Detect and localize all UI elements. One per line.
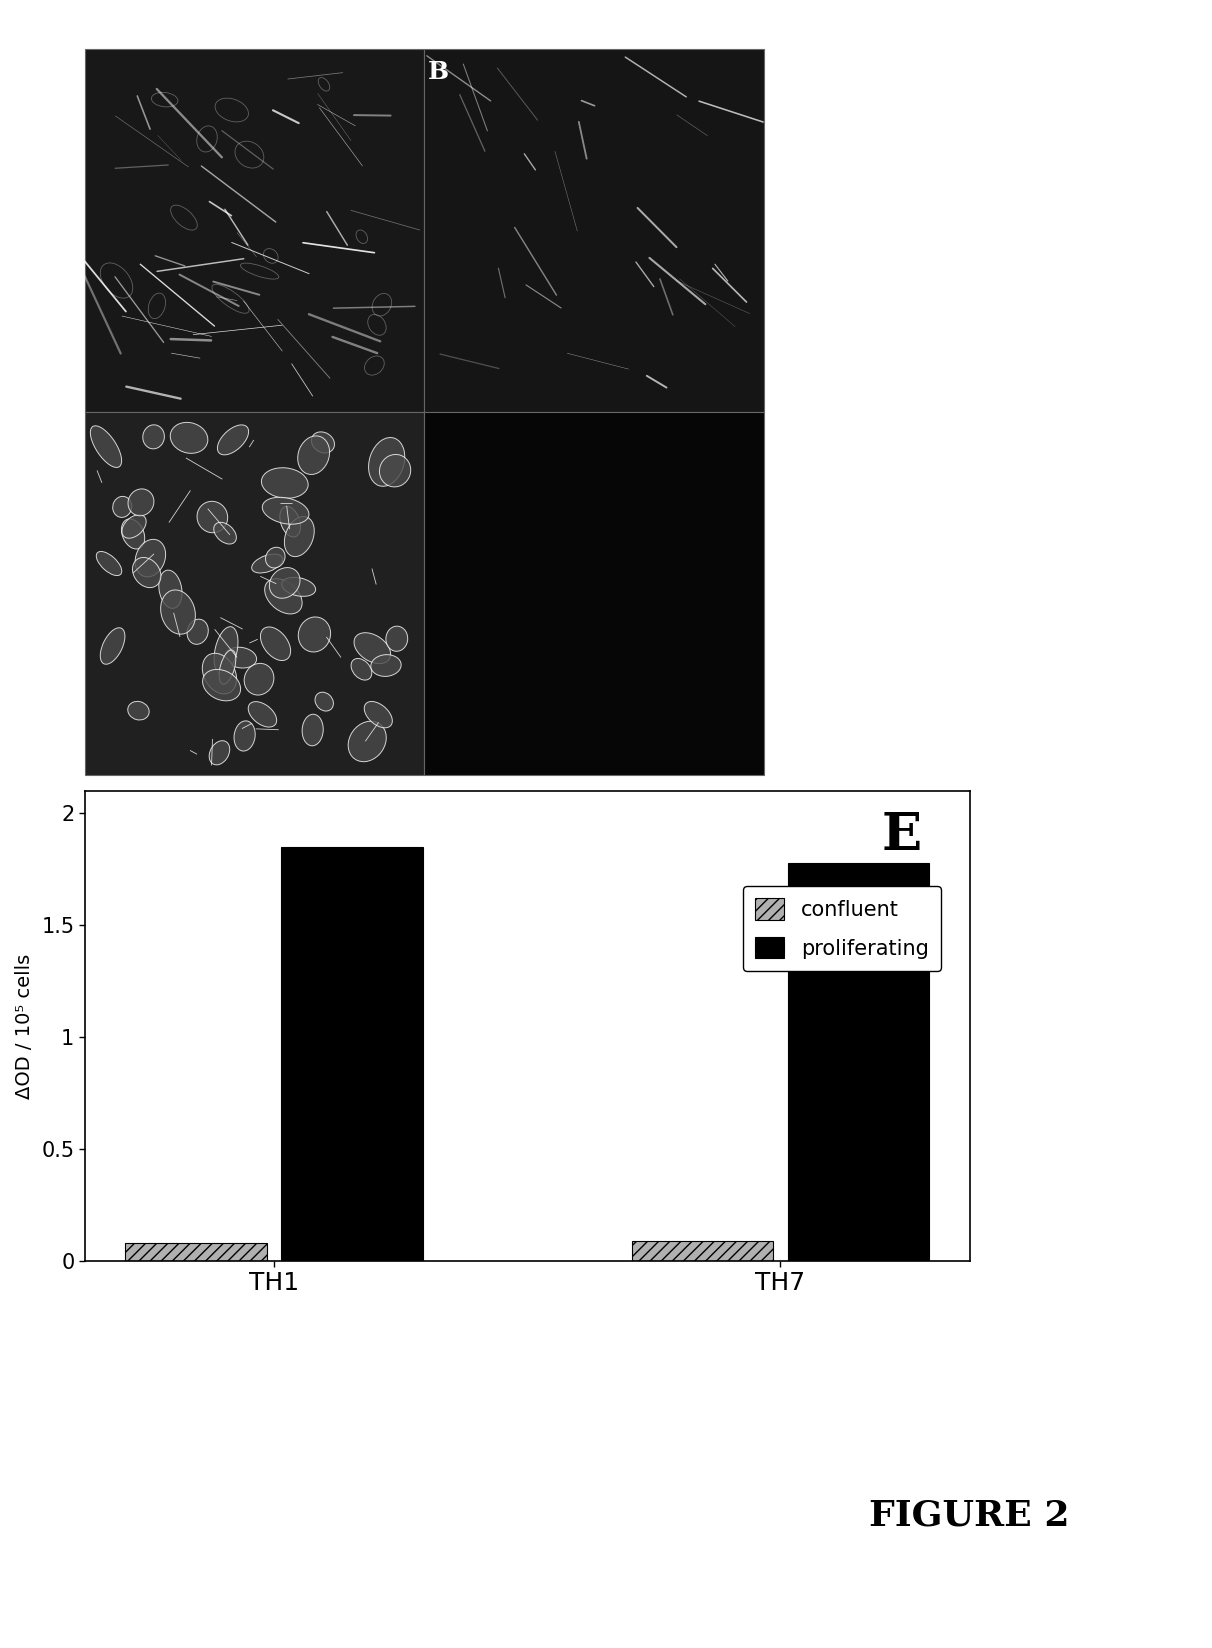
Ellipse shape — [262, 498, 309, 524]
Ellipse shape — [261, 626, 291, 661]
Ellipse shape — [298, 435, 330, 475]
Ellipse shape — [311, 432, 335, 453]
Ellipse shape — [348, 722, 387, 761]
Text: B: B — [428, 61, 448, 84]
Legend: confluent, proliferating: confluent, proliferating — [743, 887, 942, 971]
Ellipse shape — [285, 516, 314, 557]
Ellipse shape — [252, 554, 282, 574]
Ellipse shape — [281, 577, 315, 597]
Ellipse shape — [132, 557, 161, 588]
Ellipse shape — [224, 648, 257, 667]
Ellipse shape — [368, 437, 405, 486]
Ellipse shape — [187, 620, 208, 644]
Ellipse shape — [264, 578, 302, 615]
Ellipse shape — [302, 714, 324, 747]
Ellipse shape — [262, 468, 308, 498]
Ellipse shape — [269, 567, 301, 598]
Bar — [631, 1241, 773, 1261]
Bar — [85, 412, 424, 775]
Ellipse shape — [170, 422, 207, 453]
Ellipse shape — [234, 720, 256, 751]
Ellipse shape — [198, 501, 228, 532]
Ellipse shape — [385, 626, 407, 651]
Ellipse shape — [128, 489, 154, 516]
Ellipse shape — [280, 506, 301, 537]
Ellipse shape — [215, 626, 238, 674]
Ellipse shape — [135, 539, 166, 577]
Ellipse shape — [365, 702, 393, 728]
Bar — [788, 862, 930, 1261]
Ellipse shape — [265, 547, 285, 569]
Text: FIGURE 2: FIGURE 2 — [869, 1498, 1070, 1533]
Ellipse shape — [121, 519, 144, 549]
Ellipse shape — [96, 552, 121, 575]
Ellipse shape — [101, 628, 125, 664]
Bar — [424, 49, 764, 412]
Ellipse shape — [161, 590, 195, 634]
Bar — [424, 412, 764, 775]
Ellipse shape — [351, 659, 372, 681]
Ellipse shape — [298, 616, 331, 653]
Ellipse shape — [113, 496, 132, 517]
Ellipse shape — [354, 633, 390, 664]
Ellipse shape — [244, 664, 274, 695]
Ellipse shape — [210, 740, 230, 765]
Ellipse shape — [219, 649, 236, 684]
Bar — [125, 1243, 267, 1261]
Ellipse shape — [213, 522, 236, 544]
Bar — [85, 49, 424, 412]
Ellipse shape — [248, 702, 276, 727]
Ellipse shape — [159, 570, 182, 608]
Ellipse shape — [122, 514, 147, 539]
Ellipse shape — [315, 692, 333, 710]
Ellipse shape — [127, 702, 149, 720]
Bar — [281, 847, 423, 1261]
Text: E: E — [881, 809, 921, 860]
Ellipse shape — [202, 669, 241, 700]
Ellipse shape — [91, 425, 121, 468]
Ellipse shape — [143, 425, 165, 448]
Y-axis label: ΔOD / 10⁵ cells: ΔOD / 10⁵ cells — [16, 953, 34, 1099]
Ellipse shape — [202, 653, 236, 694]
Ellipse shape — [379, 455, 411, 486]
Ellipse shape — [371, 654, 401, 676]
Ellipse shape — [217, 425, 248, 455]
